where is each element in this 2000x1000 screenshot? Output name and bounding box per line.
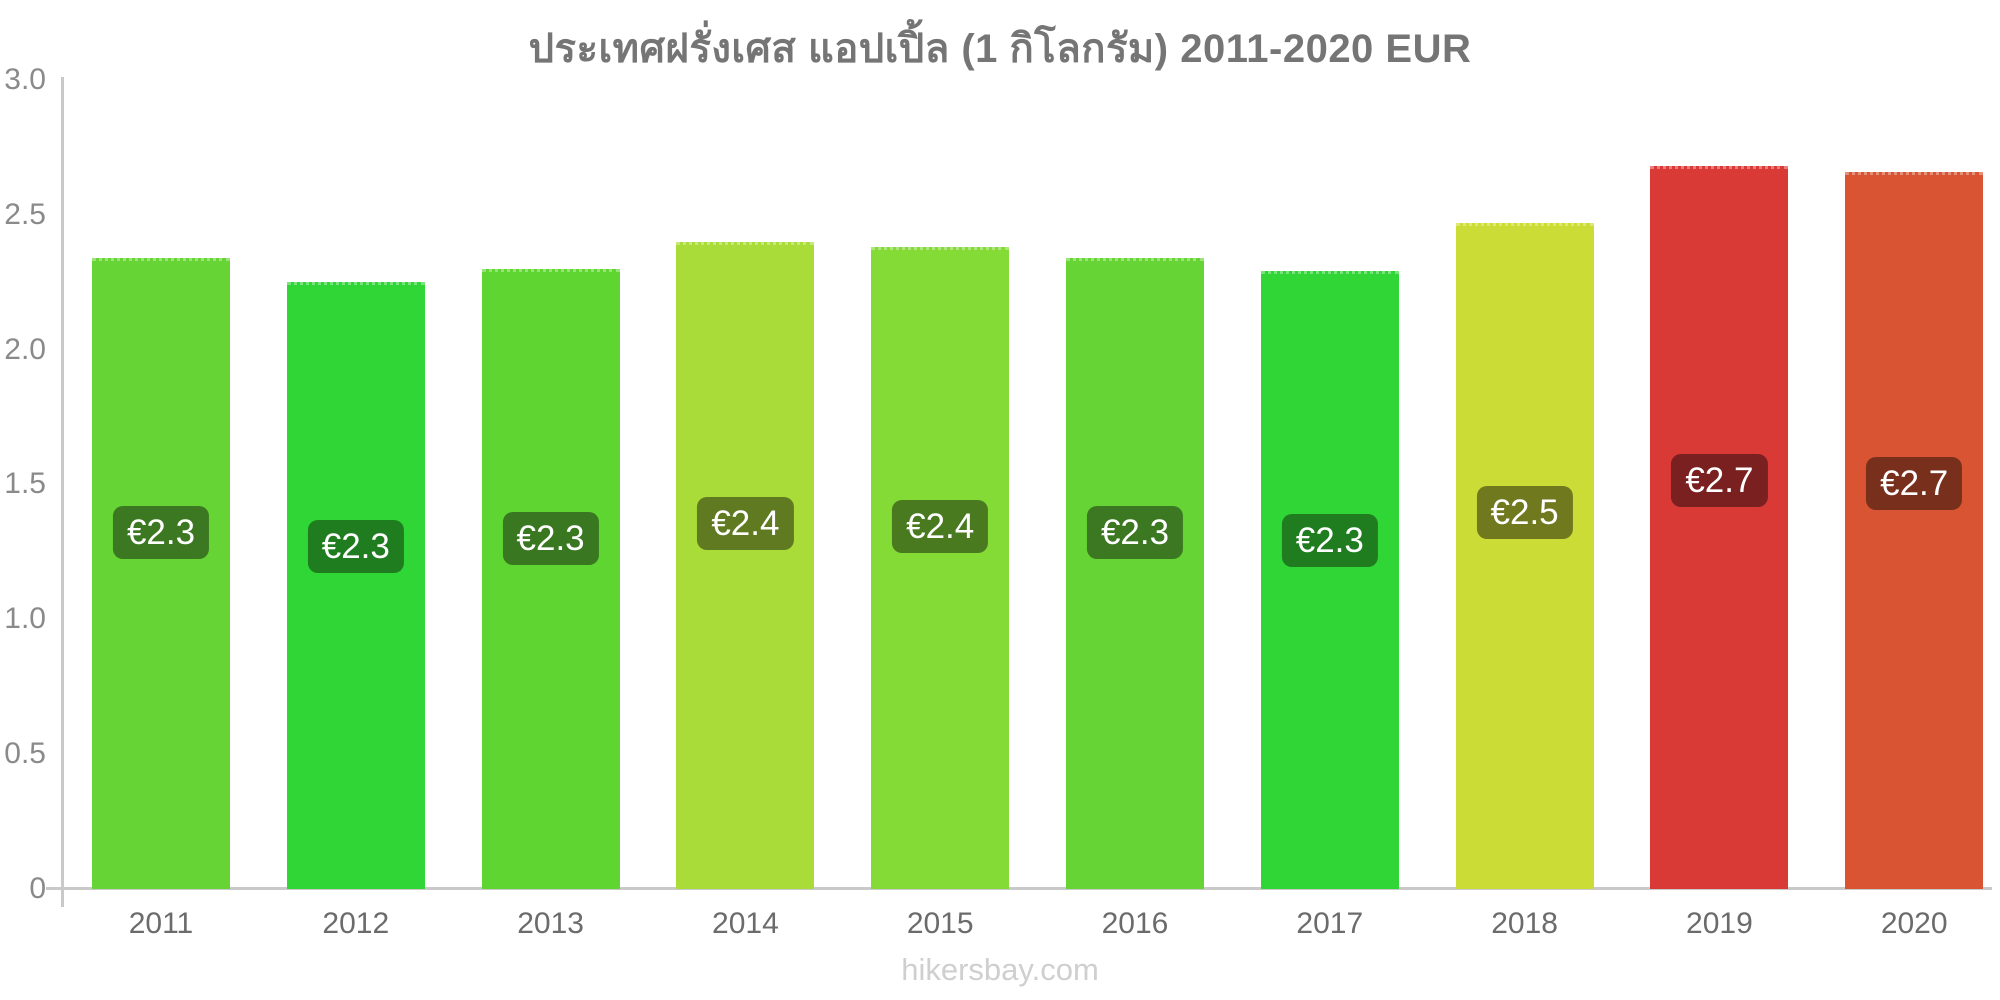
bar-2015[interactable]: €2.4: [871, 247, 1010, 889]
x-axis-label-2011: 2011: [128, 907, 194, 940]
bar-value-badge-2011: €2.3: [112, 505, 210, 559]
y-axis-line: [61, 77, 64, 907]
bar-value-badge-2020: €2.7: [1866, 457, 1963, 511]
bar-2012[interactable]: €2.3: [286, 282, 425, 889]
y-axis-tick-label-1.0: 1.0: [4, 602, 46, 636]
x-axis-label-2017: 2017: [1296, 907, 1364, 940]
x-axis-label-2012: 2012: [322, 907, 390, 940]
bar-2017[interactable]: €2.3: [1260, 271, 1399, 889]
bar-value-badge-2018: €2.5: [1476, 486, 1573, 540]
bar-2014[interactable]: €2.4: [676, 241, 815, 889]
y-axis-tick-label-0: 0: [29, 872, 46, 905]
bar-value-badge-2013: €2.3: [502, 512, 599, 566]
chart-title: ประเทศฝรั่งเศส แอปเปิ้ล (1 กิโลกรัม) 201…: [528, 27, 1472, 71]
bar-2016[interactable]: €2.3: [1066, 257, 1204, 889]
x-axis-line: [46, 887, 1992, 890]
y-axis-tick-label-2.5: 2.5: [4, 197, 46, 231]
x-axis-label-2015: 2015: [906, 907, 974, 940]
y-axis-tick-label-0.5: 0.5: [4, 737, 46, 771]
watermark-text: hikersbay.com: [901, 952, 1099, 987]
x-axis-label-2020: 2020: [1880, 907, 1948, 940]
bar-2018[interactable]: €2.5: [1455, 222, 1594, 889]
x-axis-label-2019: 2019: [1686, 907, 1753, 940]
bar-value-badge-2019: €2.7: [1671, 454, 1768, 508]
bar-2019[interactable]: €2.7: [1650, 166, 1789, 889]
y-axis-tick-label-2.0: 2.0: [4, 332, 46, 366]
bar-value-badge-2014: €2.4: [697, 496, 794, 550]
x-axis-label-2018: 2018: [1491, 907, 1558, 940]
bar-2011[interactable]: €2.3: [92, 257, 230, 889]
x-axis-label-2014: 2014: [712, 907, 779, 940]
bar-2013[interactable]: €2.3: [481, 268, 620, 889]
x-axis-label-2016: 2016: [1101, 907, 1169, 940]
x-axis-label-2013: 2013: [517, 907, 584, 940]
y-axis-tick-label-3.0: 3.0: [4, 62, 46, 96]
bar-value-badge-2015: €2.4: [892, 499, 989, 553]
bar-value-badge-2016: €2.3: [1086, 505, 1184, 559]
y-axis-tick-label-1.5: 1.5: [4, 467, 46, 501]
bar-value-badge-2012: €2.3: [307, 519, 404, 573]
bar-value-badge-2017: €2.3: [1281, 513, 1378, 567]
bar-2020[interactable]: €2.7: [1845, 171, 1984, 889]
